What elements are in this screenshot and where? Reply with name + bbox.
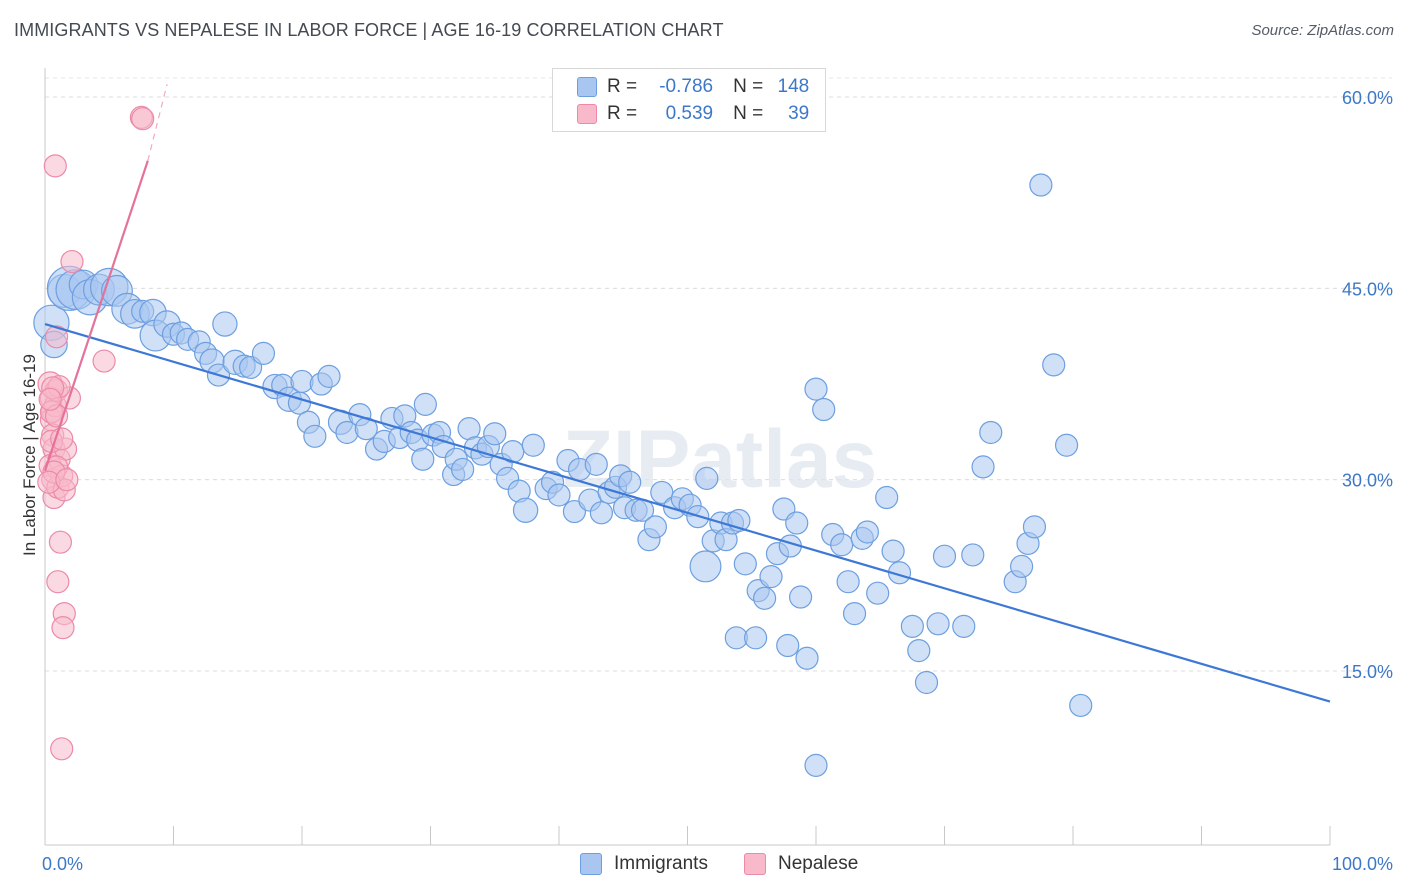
x-tick-label: 100.0%: [1332, 854, 1393, 874]
immigrants-point: [317, 364, 341, 388]
r-label: R =: [607, 76, 638, 97]
trend-lines: [43, 84, 1331, 703]
tick-labels: 15.0% 30.0% 45.0% 60.0% 0.0% 100.0%: [42, 88, 1393, 874]
immigrants-trend-line: [44, 322, 1331, 703]
immigrants-point: [584, 452, 608, 476]
immigrants-point: [842, 601, 867, 626]
immigrants-point: [290, 369, 314, 394]
immigrants-point: [451, 457, 475, 482]
immigrants-point: [695, 466, 719, 490]
n-label: N =: [733, 103, 764, 124]
immigrants-point: [795, 646, 819, 670]
legend-row-nepalese: R = 0.539 N = 39: [577, 101, 809, 127]
immigrants-point: [812, 397, 836, 422]
immigrants-point: [1022, 515, 1047, 539]
immigrants-point: [952, 614, 976, 638]
y-tick-label: 30.0%: [1342, 471, 1393, 491]
immigrants-points: [33, 173, 1093, 777]
immigrants-point: [866, 581, 890, 605]
immigrants-point: [1054, 433, 1079, 457]
nepalese-point: [51, 616, 75, 640]
immigrants-point: [926, 612, 950, 636]
immigrants-point: [752, 586, 777, 610]
immigrants-point: [1009, 554, 1034, 579]
immigrants-point: [251, 341, 276, 365]
source-label: Source: ZipAtlas.com: [1251, 22, 1394, 39]
immigrants-point: [618, 470, 642, 494]
nepalese-point: [50, 737, 74, 761]
bottom-legend-immigrants: Immigrants: [580, 851, 708, 877]
immigrants-point: [733, 552, 757, 576]
immigrants-point: [881, 539, 905, 563]
nepalese-r-value: 0.539: [665, 103, 714, 124]
y-tick-label: 60.0%: [1342, 88, 1393, 108]
nepalese-legend-swatch: [744, 853, 766, 875]
immigrants-point: [961, 543, 985, 567]
immigrants-point: [830, 533, 854, 557]
nepalese-trend-line: [43, 160, 149, 472]
r-label: R =: [607, 103, 638, 124]
immigrants-point: [303, 424, 327, 448]
immigrants-point: [836, 570, 860, 594]
immigrants-point: [785, 511, 809, 535]
nepalese-points: [37, 105, 155, 761]
nepalese-point: [48, 530, 73, 554]
immigrants-point: [413, 392, 437, 417]
immigrants-point: [483, 422, 507, 446]
nepalese-point: [60, 249, 84, 274]
immigrants-legend-swatch: [580, 853, 602, 875]
y-axis-label: In Labor Force | Age 16-19: [20, 354, 39, 556]
chart-title: IMMIGRANTS VS NEPALESE IN LABOR FORCE | …: [14, 20, 724, 40]
nepalese-legend-label: Nepalese: [778, 853, 859, 874]
immigrants-point: [875, 485, 899, 510]
x-tick-label: 0.0%: [42, 854, 83, 874]
immigrants-point: [521, 433, 545, 457]
immigrants-point: [907, 638, 931, 663]
immigrants-point: [689, 550, 722, 583]
immigrants-point: [971, 455, 995, 479]
nepalese-point: [131, 107, 155, 131]
nepalese-point: [92, 349, 116, 373]
nepalese-point: [55, 468, 79, 492]
immigrants-swatch: [577, 77, 597, 97]
immigrants-point: [900, 614, 924, 638]
immigrants-point: [589, 501, 614, 525]
nepalese-swatch: [577, 104, 597, 124]
immigrants-r-value: -0.786: [659, 76, 714, 97]
nepalese-n-value: 39: [788, 103, 810, 124]
immigrants-point: [212, 311, 238, 337]
nepalese-trend-extension: [147, 84, 168, 161]
immigrants-point: [744, 626, 768, 650]
immigrants-point: [788, 585, 813, 609]
immigrants-point: [979, 420, 1003, 445]
immigrants-point: [1042, 353, 1066, 377]
immigrants-point: [1029, 173, 1053, 197]
n-label: N =: [733, 76, 764, 97]
immigrants-point: [643, 515, 667, 539]
nepalese-point: [43, 154, 67, 178]
immigrants-point: [776, 633, 800, 658]
nepalese-point: [44, 325, 69, 349]
legend-row-immigrants: R = -0.786 N = 148: [577, 74, 809, 100]
y-tick-label: 45.0%: [1342, 279, 1393, 299]
immigrants-point: [1069, 693, 1093, 718]
y-tick-label: 15.0%: [1342, 662, 1393, 682]
correlation-legend: R = -0.786 N = 148 R = 0.539 N = 39: [552, 68, 826, 132]
immigrants-point: [411, 447, 435, 471]
immigrants-point: [512, 497, 539, 523]
nepalese-point: [46, 570, 70, 594]
immigrants-point: [914, 670, 939, 695]
immigrants-point: [804, 377, 828, 401]
immigrants-point: [855, 520, 880, 544]
immigrants-legend-label: Immigrants: [614, 853, 708, 874]
nepalese-point: [38, 387, 62, 411]
immigrants-point: [759, 565, 783, 589]
immigrants-point: [932, 544, 957, 568]
immigrants-n-value: 148: [777, 76, 810, 97]
immigrants-point: [547, 483, 571, 507]
bottom-legend-nepalese: Nepalese: [744, 851, 858, 877]
immigrants-point: [804, 753, 828, 777]
nepalese-point: [50, 427, 74, 451]
